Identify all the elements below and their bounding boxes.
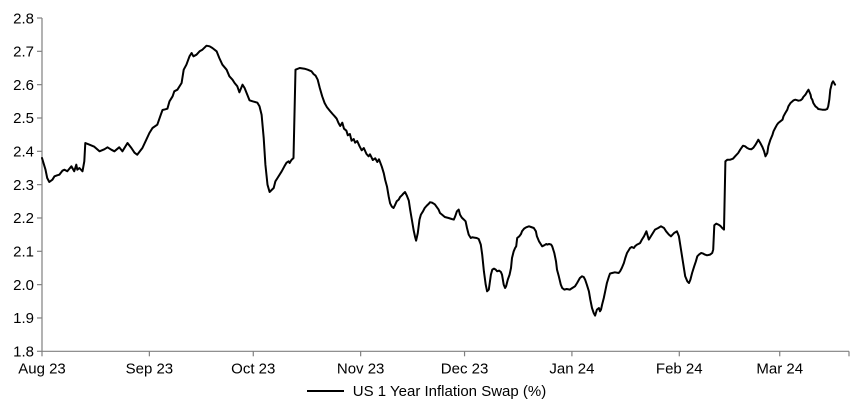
x-tick-label: Mar 24 <box>756 360 803 377</box>
x-tick-label: Nov 23 <box>337 360 385 377</box>
y-tick-label: 2.3 <box>13 177 34 194</box>
legend-label: US 1 Year Inflation Swap (%) <box>352 382 547 400</box>
y-tick-label: 2.4 <box>13 144 34 161</box>
series-line-us-1y-inflation-swap <box>41 44 837 317</box>
y-tick-label: 1.8 <box>13 344 34 361</box>
y-tick-label: 2.0 <box>13 277 34 294</box>
x-tick-label: Dec 23 <box>441 360 489 377</box>
x-tick-label: Sep 23 <box>126 360 174 377</box>
y-tick-label: 2.5 <box>13 110 34 127</box>
x-tick-label: Oct 23 <box>231 360 275 377</box>
axis-lines <box>41 18 849 352</box>
y-tick-label: 2.7 <box>13 44 34 61</box>
y-tick-label: 2.2 <box>13 210 34 227</box>
y-tick-label: 2.8 <box>13 10 34 27</box>
y-tick-label: 1.9 <box>13 310 34 327</box>
y-tick-label: 2.1 <box>13 244 34 261</box>
x-tick-label: Feb 24 <box>656 360 703 377</box>
legend: US 1 Year Inflation Swap (%) <box>0 381 853 401</box>
x-tick-label: Aug 23 <box>18 360 66 377</box>
legend-line-icon <box>306 390 344 392</box>
x-tick-label: Jan 24 <box>549 360 594 377</box>
y-tick-label: 2.6 <box>13 77 34 94</box>
